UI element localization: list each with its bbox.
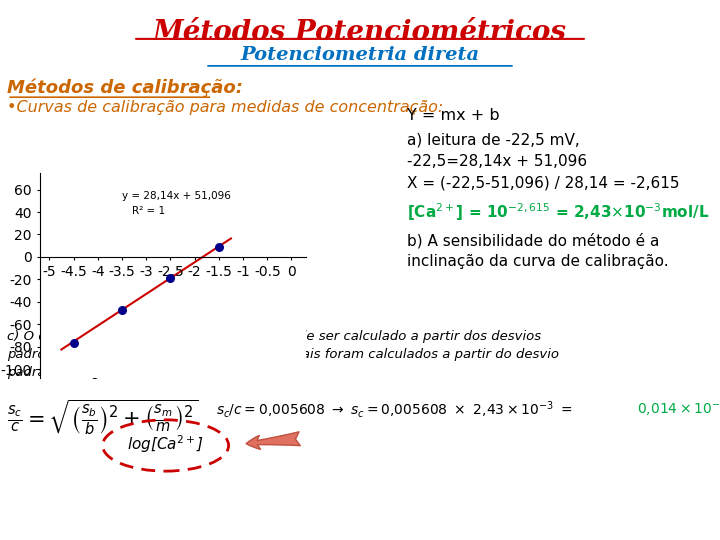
Text: Métodos Potenciométricos: Métodos Potenciométricos bbox=[153, 19, 567, 46]
Text: inclinação da curva de calibração.: inclinação da curva de calibração. bbox=[407, 254, 668, 269]
Point bbox=[68, 339, 79, 348]
Text: b) A sensibilidade do método é a: b) A sensibilidade do método é a bbox=[407, 233, 660, 249]
Text: Métodos de calibração:: Métodos de calibração: bbox=[7, 78, 243, 97]
Text: y = 28,14x + 51,096: y = 28,14x + 51,096 bbox=[122, 191, 231, 200]
Text: a) leitura de -22,5 mV,: a) leitura de -22,5 mV, bbox=[407, 132, 580, 147]
Text: $0{,}014\times10^{-3}$: $0{,}014\times10^{-3}$ bbox=[637, 399, 720, 419]
Text: c) O desvio padrão relativo da regressão pode ser calculado a partir dos desvios: c) O desvio padrão relativo da regressão… bbox=[7, 330, 541, 343]
Text: Y = mx + b: Y = mx + b bbox=[407, 108, 500, 123]
Text: R² = 1: R² = 1 bbox=[132, 206, 165, 217]
Text: $s_c/c = 0{,}005608\ \rightarrow\ s_c = 0{,}005608\ \times\ 2{,}43\times10^{-3}\: $s_c/c = 0{,}005608\ \rightarrow\ s_c = … bbox=[216, 399, 572, 420]
Point bbox=[165, 274, 176, 282]
Point bbox=[213, 242, 225, 251]
Text: -22,5=28,14x + 51,096: -22,5=28,14x + 51,096 bbox=[407, 154, 587, 169]
Text: X = (-22,5-51,096) / 28,14 = -2,615: X = (-22,5-51,096) / 28,14 = -2,615 bbox=[407, 176, 679, 191]
Text: $\frac{s_c}{c} = \sqrt{\left(\frac{s_b}{b}\right)^2 + \left(\frac{s_m}{m}\right): $\frac{s_c}{c} = \sqrt{\left(\frac{s_b}{… bbox=[7, 397, 199, 436]
Text: •Curvas de calibração para medidas de concentração:: •Curvas de calibração para medidas de co… bbox=[7, 100, 444, 116]
Text: [Ca$^{2+}$] = 10$^{-2,615}$ = 2,43$\times$10$^{-3}$mol/L: [Ca$^{2+}$] = 10$^{-2,615}$ = 2,43$\time… bbox=[407, 201, 709, 222]
Text: padrão da regressão:: padrão da regressão: bbox=[7, 366, 149, 379]
Text: log[Ca$^{2+}$]: log[Ca$^{2+}$] bbox=[127, 433, 204, 455]
Text: Potenciometria direta: Potenciometria direta bbox=[240, 46, 480, 64]
Text: padrões da inclinação e do intercepto, os quais foram calculados a partir do des: padrões da inclinação e do intercepto, o… bbox=[7, 348, 559, 361]
Point bbox=[116, 305, 127, 314]
